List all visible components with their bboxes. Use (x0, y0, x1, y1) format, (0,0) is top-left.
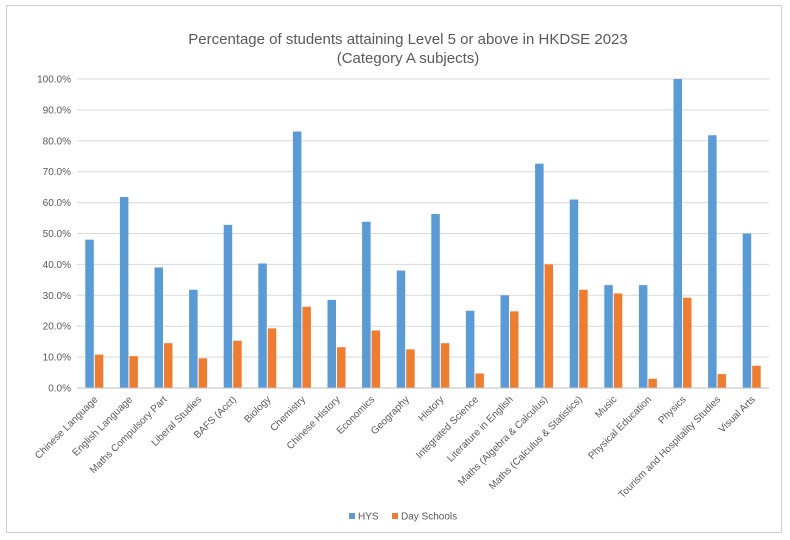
legend-label: HYS (358, 512, 379, 523)
x-category-label: Literature in English (445, 394, 515, 464)
bar-day-schools (544, 264, 554, 388)
y-tick-label: 50.0% (43, 229, 71, 240)
bar-hys (638, 285, 648, 388)
bar-hys (569, 199, 579, 388)
bar-day-schools (475, 373, 484, 388)
bar-hys (500, 295, 509, 388)
x-category-label: Physical Education (586, 394, 654, 462)
bar-hys (85, 239, 94, 388)
bar-day-schools (510, 311, 519, 388)
gridlines (77, 78, 769, 358)
bar-hys (189, 289, 198, 388)
bar-chart: Percentage of students attaining Level 5… (33, 31, 769, 523)
x-category-label: Biology (242, 394, 273, 425)
bar-hys (431, 214, 440, 388)
x-category-label: English Language (71, 394, 136, 459)
bar-day-schools (648, 378, 657, 388)
x-category-label: Physics (656, 394, 688, 426)
y-tick-label: 40.0% (43, 260, 71, 271)
bar-hys (673, 79, 682, 388)
bar-hys (465, 310, 475, 388)
y-axis-tick-labels: 0.0% 10.0% 20.0% 30.0% 40.0% 50.0% 60.0% 70.0% 8… (37, 75, 71, 395)
y-tick-label: 100.0% (37, 75, 71, 86)
x-category-label: Visual Arts (717, 394, 758, 435)
bar-hys (604, 285, 613, 388)
bar-day-schools (198, 358, 208, 388)
bar-hys (742, 233, 752, 388)
x-category-label: Integrated Science (414, 394, 481, 461)
bar-hys (223, 224, 233, 388)
bar-day-schools (579, 289, 588, 388)
bar-hys (708, 135, 717, 388)
bar-hys (362, 221, 371, 388)
x-category-label: Music (593, 394, 619, 420)
bar-day-schools (613, 293, 623, 388)
bar-day-schools (337, 347, 346, 388)
bar-hys (327, 299, 336, 388)
bar-hys (154, 267, 163, 388)
x-category-label: Chinese Language (33, 394, 100, 461)
bar-day-schools (94, 354, 104, 388)
y-tick-label: 10.0% (43, 353, 71, 364)
bar-day-schools (267, 328, 277, 388)
bar-day-schools (752, 365, 761, 388)
y-tick-label: 20.0% (43, 322, 71, 333)
chart-subtitle: (Category A subjects) (337, 50, 480, 67)
bar-day-schools (717, 374, 727, 388)
y-tick-label: 70.0% (43, 167, 71, 178)
bar-day-schools (164, 343, 173, 388)
x-category-label: History (417, 394, 447, 424)
bar-day-schools (129, 356, 138, 388)
legend: HYS Day Schools (349, 512, 457, 523)
y-tick-label: 90.0% (43, 105, 71, 116)
bar-day-schools (440, 343, 450, 388)
bar-day-schools (233, 340, 242, 388)
chart-area: Percentage of students attaining Level 5… (6, 5, 782, 533)
bar-hys (119, 197, 129, 388)
bar-day-schools (302, 306, 311, 388)
bar-day-schools (371, 330, 381, 388)
y-tick-label: 0.0% (48, 384, 71, 395)
bar-hys (396, 270, 406, 388)
y-tick-label: 30.0% (43, 291, 71, 302)
legend-swatch (392, 513, 398, 519)
bars (85, 79, 761, 388)
chart-title: Percentage of students attaining Level 5… (188, 31, 627, 48)
y-tick-label: 80.0% (43, 136, 71, 147)
bar-day-schools (683, 297, 692, 388)
y-tick-label: 60.0% (43, 198, 71, 209)
bar-hys (258, 263, 267, 388)
legend-swatch (349, 513, 355, 519)
bar-hys (292, 131, 302, 388)
legend-label: Day Schools (401, 512, 457, 523)
bar-hys (535, 163, 544, 388)
bar-day-schools (406, 349, 415, 388)
